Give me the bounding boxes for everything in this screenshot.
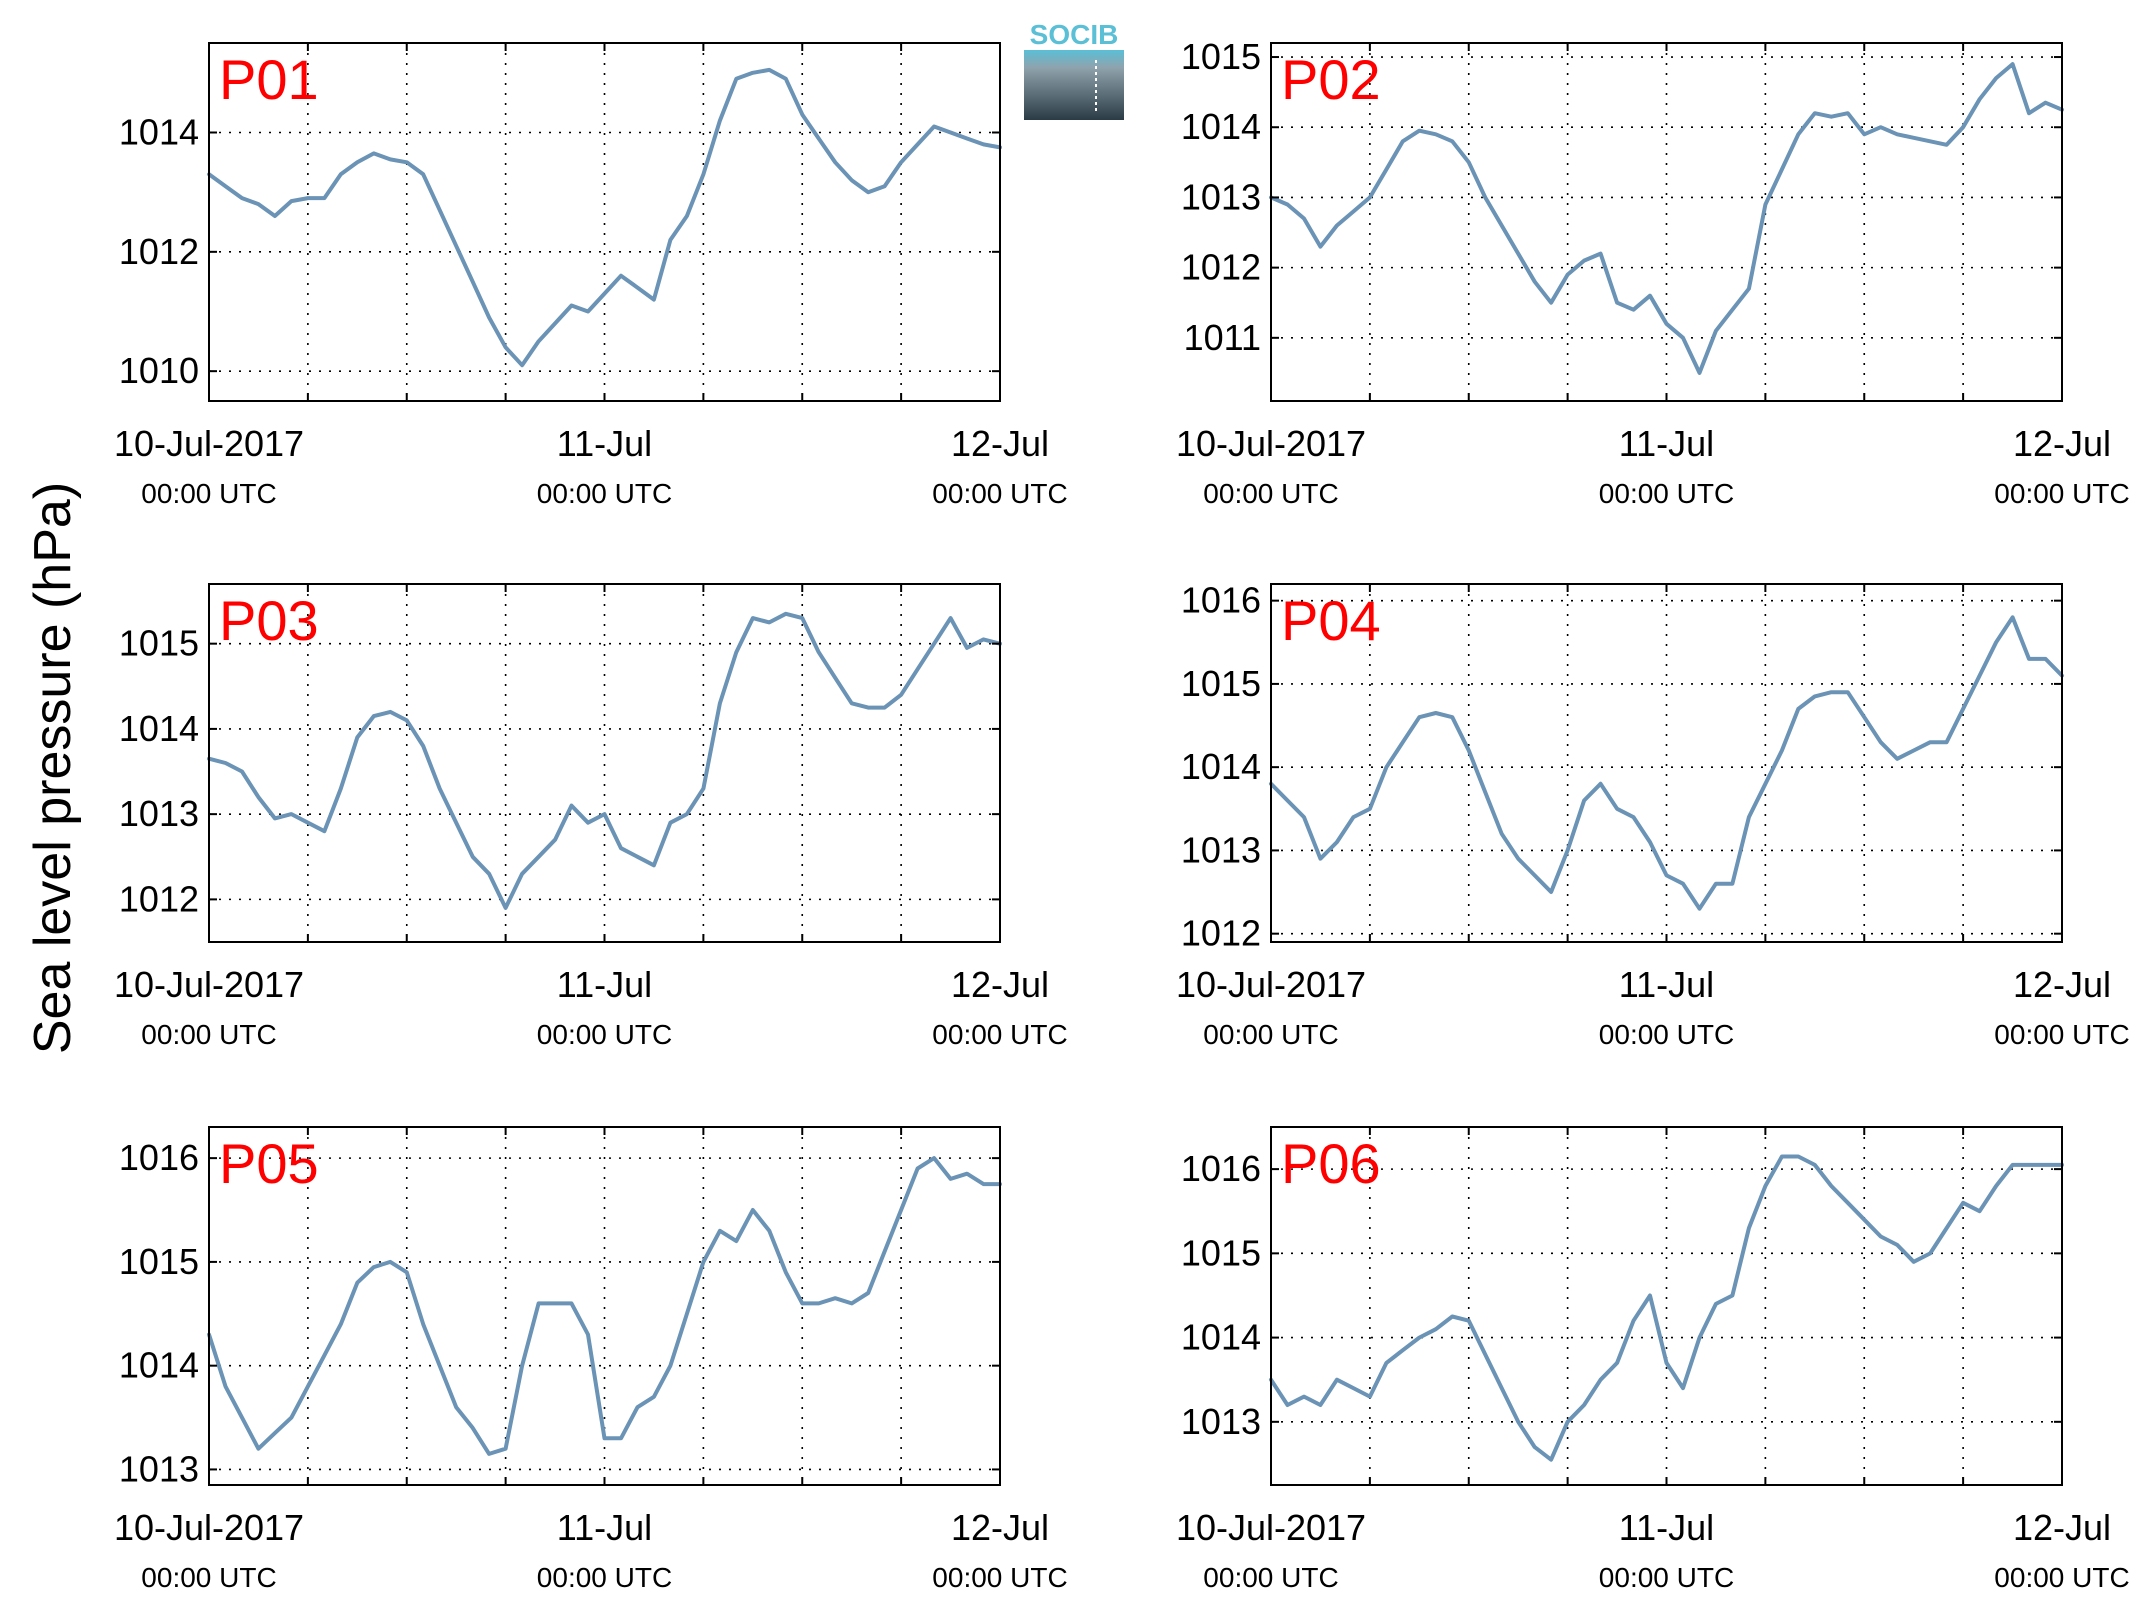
x-tick-label-date: 12-Jul bbox=[951, 1507, 1049, 1548]
panel-label: P04 bbox=[1281, 589, 1381, 652]
x-tick-label-time: 00:00 UTC bbox=[1203, 1562, 1338, 1593]
panel-p02: 1011 1012 1013 1014 1015 10-Jul-2017 00:00 UTC… bbox=[1176, 36, 2130, 509]
series-line bbox=[1269, 1154, 2064, 1462]
y-tick-label: 1015 bbox=[1181, 1232, 1261, 1273]
x-tick-label-date: 10-Jul-2017 bbox=[1176, 423, 1366, 464]
x-tick-label-date: 11-Jul bbox=[1619, 423, 1714, 464]
panel-p06: 1013 1014 1015 1016 10-Jul-2017 00:00 UTC 11-J… bbox=[1176, 1126, 2130, 1593]
x-tick-label-time: 00:00 UTC bbox=[1599, 1019, 1734, 1050]
y-tick-label: 1014 bbox=[119, 112, 199, 153]
y-axis-label: Sea level pressure (hPa) bbox=[24, 482, 82, 1054]
panel-p01: 1010 1012 1014 10-Jul-2017 00:00 UTC 11-Jul 00… bbox=[114, 42, 1068, 509]
x-tick-label-date: 10-Jul-2017 bbox=[114, 964, 304, 1005]
panel-p05: 1013 1014 1015 1016 10-Jul-2017 00:00 UTC 11-J… bbox=[114, 1126, 1068, 1593]
x-tick-label-time: 00:00 UTC bbox=[1994, 1562, 2129, 1593]
y-tick-label: 1013 bbox=[1181, 1401, 1261, 1442]
y-tick-label: 1011 bbox=[1184, 317, 1261, 358]
y-tick-label: 1016 bbox=[1181, 1148, 1261, 1189]
logo-text: SOCIB bbox=[1030, 19, 1119, 50]
x-tick-label-time: 00:00 UTC bbox=[932, 1562, 1067, 1593]
x-tick-label-date: 10-Jul-2017 bbox=[114, 1507, 304, 1548]
x-tick-label-date: 10-Jul-2017 bbox=[114, 423, 304, 464]
x-tick-label-time: 00:00 UTC bbox=[1994, 478, 2129, 509]
panel-p04: 1012 1013 1014 1015 1016 10-Jul-2017 00:00 UTC… bbox=[1176, 580, 2130, 1050]
y-tick-label: 1013 bbox=[1181, 829, 1261, 870]
series-line bbox=[1269, 62, 2064, 375]
x-tick-label-time: 00:00 UTC bbox=[537, 1562, 672, 1593]
x-tick-label-date: 12-Jul bbox=[951, 964, 1049, 1005]
series-line bbox=[207, 611, 1002, 910]
x-tick-label-time: 00:00 UTC bbox=[1599, 478, 1734, 509]
y-tick-label: 1015 bbox=[119, 623, 199, 664]
x-tick-label-time: 00:00 UTC bbox=[932, 478, 1067, 509]
y-tick-label: 1012 bbox=[119, 878, 199, 919]
panel-p03: 1012 1013 1014 1015 10-Jul-2017 00:00 UTC 11-J… bbox=[114, 583, 1068, 1050]
x-tick-label-time: 00:00 UTC bbox=[537, 478, 672, 509]
x-tick-label-date: 12-Jul bbox=[2013, 423, 2111, 464]
y-tick-label: 1015 bbox=[1181, 663, 1261, 704]
x-tick-label-date: 10-Jul-2017 bbox=[1176, 1507, 1366, 1548]
socib-logo: SOCIB bbox=[1024, 19, 1124, 120]
x-tick-label-time: 00:00 UTC bbox=[141, 1019, 276, 1050]
y-tick-label: 1010 bbox=[119, 350, 199, 391]
panel-label: P05 bbox=[219, 1132, 319, 1195]
y-tick-label: 1016 bbox=[119, 1137, 199, 1178]
y-tick-label: 1014 bbox=[1181, 746, 1261, 787]
x-tick-label-time: 00:00 UTC bbox=[1994, 1019, 2129, 1050]
series-line bbox=[207, 67, 1002, 368]
x-tick-label-date: 12-Jul bbox=[951, 423, 1049, 464]
y-tick-label: 1013 bbox=[1181, 176, 1261, 217]
x-tick-label-date: 10-Jul-2017 bbox=[1176, 964, 1366, 1005]
y-tick-label: 1014 bbox=[119, 708, 199, 749]
x-tick-label-date: 11-Jul bbox=[1619, 1507, 1714, 1548]
x-tick-label-time: 00:00 UTC bbox=[1203, 1019, 1338, 1050]
x-tick-label-time: 00:00 UTC bbox=[1203, 478, 1338, 509]
x-tick-label-time: 00:00 UTC bbox=[537, 1019, 672, 1050]
y-tick-label: 1013 bbox=[119, 1448, 199, 1489]
series-line bbox=[1269, 615, 2064, 911]
panel-label: P02 bbox=[1281, 48, 1381, 111]
x-tick-label-time: 00:00 UTC bbox=[141, 478, 276, 509]
y-tick-label: 1016 bbox=[1181, 580, 1261, 621]
y-tick-label: 1015 bbox=[1181, 36, 1261, 77]
x-tick-label-date: 11-Jul bbox=[557, 1507, 652, 1548]
y-tick-label: 1014 bbox=[1181, 1317, 1261, 1358]
y-tick-label: 1014 bbox=[119, 1345, 199, 1386]
y-tick-label: 1012 bbox=[1181, 247, 1261, 288]
y-tick-label: 1012 bbox=[1181, 913, 1261, 954]
x-tick-label-date: 11-Jul bbox=[557, 964, 652, 1005]
panel-label: P01 bbox=[219, 48, 319, 111]
y-tick-label: 1013 bbox=[119, 793, 199, 834]
y-tick-label: 1012 bbox=[119, 231, 199, 272]
x-tick-label-date: 12-Jul bbox=[2013, 964, 2111, 1005]
x-tick-label-date: 11-Jul bbox=[557, 423, 652, 464]
panel-label: P06 bbox=[1281, 1132, 1381, 1195]
panels: 1010 1012 1014 10-Jul-2017 00:00 UTC 11-Jul 00… bbox=[114, 36, 2130, 1593]
series-line bbox=[207, 1156, 1002, 1456]
x-tick-label-date: 11-Jul bbox=[1619, 964, 1714, 1005]
x-tick-label-time: 00:00 UTC bbox=[1599, 1562, 1734, 1593]
x-tick-label-time: 00:00 UTC bbox=[141, 1562, 276, 1593]
y-tick-label: 1015 bbox=[119, 1241, 199, 1282]
y-tick-label: 1014 bbox=[1181, 106, 1261, 147]
panel-label: P03 bbox=[219, 589, 319, 652]
x-tick-label-time: 00:00 UTC bbox=[932, 1019, 1067, 1050]
x-tick-label-date: 12-Jul bbox=[2013, 1507, 2111, 1548]
